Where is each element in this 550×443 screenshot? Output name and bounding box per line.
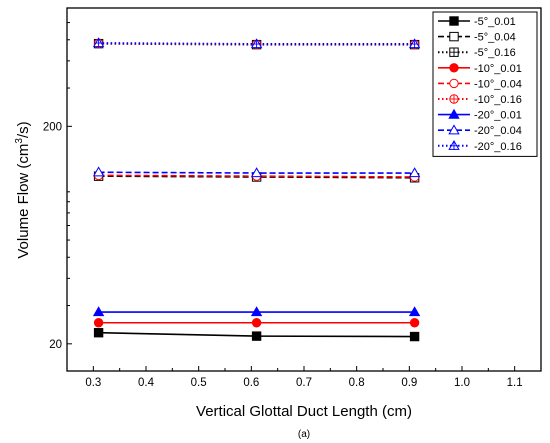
legend-label: -10°_0.01	[474, 63, 522, 75]
y-axis-label: Volume Flow (cm3/s)	[14, 121, 32, 258]
data-point-marker	[250, 167, 263, 178]
legend: -5°_0.01 -5°_0.04 -5°_0.16 -10°_0.01 -10°_0.…	[432, 11, 538, 157]
x-tick-label: 1.0	[454, 377, 470, 389]
data-point-marker	[250, 306, 263, 317]
y-axis-label-main: Volume Flow (cm	[15, 144, 32, 259]
legend-label: -10°_0.04	[474, 78, 522, 90]
legend-item: -5°_0.01	[438, 16, 516, 28]
x-tick-label: 0.3	[85, 377, 101, 389]
x-axis-label: Vertical Glottal Duct Length (cm)	[196, 403, 412, 420]
legend-item: -20°_0.16	[438, 139, 522, 153]
legend-item: -20°_0.01	[438, 108, 522, 122]
series-layer	[92, 37, 421, 342]
data-point-marker	[409, 318, 420, 328]
legend-marker	[448, 124, 460, 135]
series-3	[93, 318, 420, 328]
legend-label: -5°_0.16	[474, 47, 516, 59]
series-6	[92, 306, 421, 317]
legend-item: -10°_0.16	[438, 94, 522, 106]
legend-marker	[449, 78, 459, 89]
x-tick-label: 0.4	[138, 377, 155, 389]
series-0	[93, 328, 420, 342]
x-tick-label: 0.8	[349, 377, 365, 389]
legend-label: -20°_0.16	[474, 141, 522, 153]
y-axis-label-tail: /s)	[15, 121, 32, 138]
series-8	[92, 37, 421, 49]
axes-layer: 0.3 0.4 0.5 0.6 0.7 0.8 0.9 1.0 1.1 20 200	[43, 22, 542, 389]
series-7	[92, 166, 421, 178]
legend-marker	[448, 108, 460, 119]
data-point-marker	[92, 166, 105, 177]
legend-item: -10°_0.01	[438, 63, 522, 75]
x-tick-label: 0.5	[191, 377, 207, 389]
data-point-marker	[92, 306, 105, 317]
data-point-marker	[409, 331, 420, 342]
legend-label: -5°_0.01	[474, 16, 516, 28]
x-tick-label: 0.9	[401, 377, 417, 389]
data-point-marker	[251, 331, 262, 341]
y-axis-label-superscript: 3	[14, 138, 25, 144]
legend-label: -20°_0.04	[474, 125, 522, 137]
legend-marker	[449, 16, 459, 26]
x-tick-label: 0.6	[243, 377, 259, 389]
data-point-marker	[251, 318, 262, 328]
x-tick-label: 1.1	[507, 377, 523, 389]
legend-label: -20°_0.01	[474, 110, 522, 122]
data-point-marker	[408, 306, 421, 317]
series-line	[98, 42, 415, 46]
legend-label: -5°_0.04	[474, 32, 516, 44]
legend-item: -5°_0.16	[438, 47, 516, 59]
figure-caption: (a)	[298, 429, 310, 440]
y-tick-label: 20	[49, 339, 62, 351]
legend-marker	[449, 63, 459, 73]
legend-item: -20°_0.04	[438, 124, 522, 137]
x-tick-label: 0.7	[296, 377, 312, 389]
y-tick-label: 200	[43, 121, 62, 133]
legend-item: -5°_0.04	[438, 32, 516, 44]
data-point-marker	[408, 167, 421, 178]
data-point-marker	[93, 318, 104, 328]
legend-label: -10°_0.16	[474, 94, 522, 106]
legend-item: -10°_0.04	[438, 78, 522, 90]
data-point-marker	[93, 328, 104, 338]
legend-marker	[449, 31, 459, 42]
